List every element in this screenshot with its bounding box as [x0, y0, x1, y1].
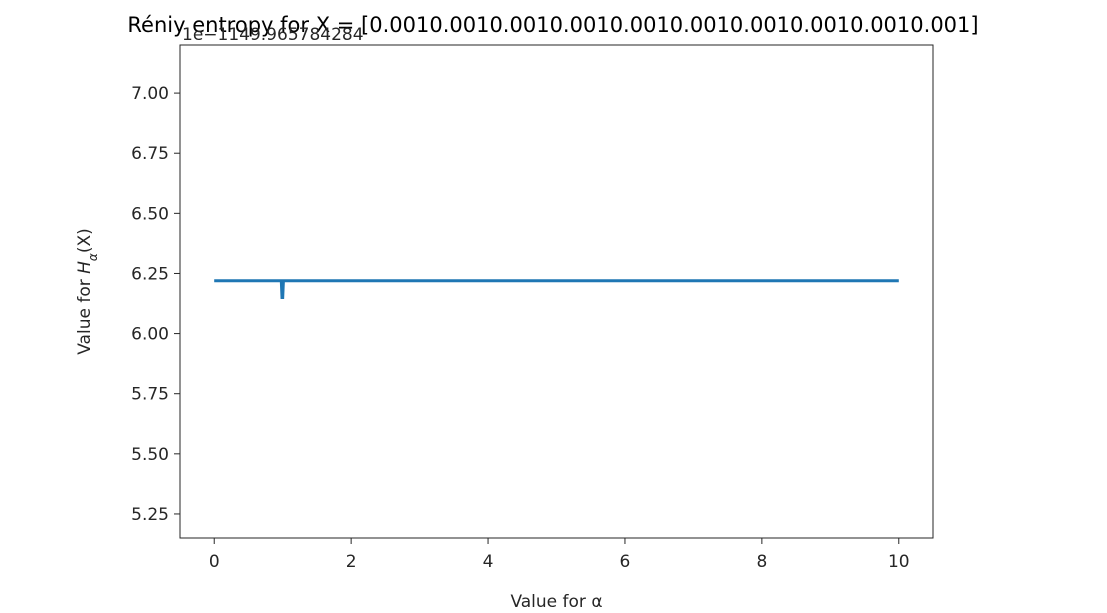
- y-tick-label: 6.00: [131, 325, 169, 345]
- y-tick-label: 7.00: [131, 84, 169, 104]
- y-axis-label: Value for Hα(X): [75, 228, 100, 355]
- y-tick-label: 6.25: [131, 264, 169, 284]
- y-axis-offset-text: 1e−1149.965784284: [182, 25, 364, 45]
- x-tick-label: 2: [346, 552, 357, 572]
- chart-title: Réniy entropy for X = [0.0010.0010.0010.…: [127, 13, 978, 37]
- y-axis: 5.25 5.50 5.75 6.00 6.25 6.50 6.75 7.00: [131, 84, 180, 525]
- y-tick-label: 5.75: [131, 385, 169, 405]
- x-axis: 0 2 4 6 8 10: [209, 538, 910, 572]
- y-tick-label: 5.50: [131, 445, 169, 465]
- x-tick-label: 4: [483, 552, 494, 572]
- x-tick-label: 10: [888, 552, 910, 572]
- x-tick-label: 0: [209, 552, 220, 572]
- y-tick-label: 6.75: [131, 144, 169, 164]
- y-tick-label: 5.25: [131, 505, 169, 525]
- x-tick-label: 6: [620, 552, 631, 572]
- plot-frame: [179, 44, 934, 539]
- x-tick-label: 8: [756, 552, 767, 572]
- x-axis-label: Value for α: [510, 592, 602, 612]
- series-line: [214, 279, 899, 299]
- y-tick-label: 6.50: [131, 204, 169, 224]
- series-layer: [214, 279, 899, 299]
